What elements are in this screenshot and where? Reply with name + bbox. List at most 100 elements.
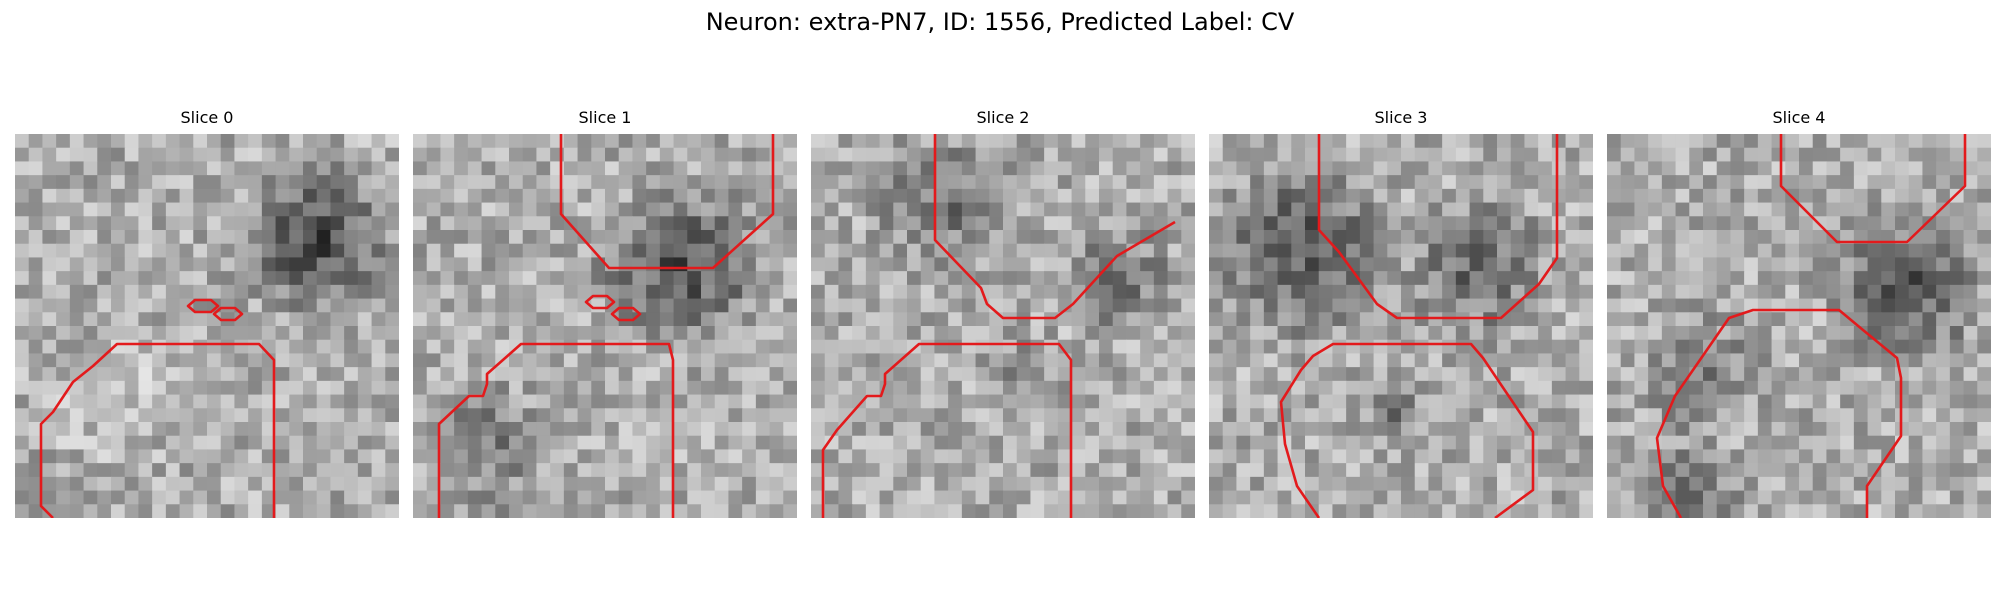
pixel-cell (1099, 284, 1114, 300)
pixel-cell (385, 161, 399, 176)
pixel-cell (1140, 490, 1155, 505)
pixel-cell (97, 504, 112, 518)
pixel-cell (1826, 422, 1841, 437)
pixel-cell (755, 312, 771, 327)
pixel-cell (1250, 490, 1265, 505)
pixel-cell (357, 147, 373, 163)
pixel-cell (1675, 353, 1690, 368)
pixel-cell (1744, 147, 1759, 163)
pixel-cell (1607, 161, 1622, 176)
pixel-cell (1963, 284, 1978, 300)
pixel-cell (550, 134, 565, 149)
pixel-cell (811, 188, 826, 204)
pixel-cell (1346, 394, 1361, 409)
pixel-cell (1757, 380, 1773, 396)
pixel-cell (1565, 161, 1580, 176)
pixel-cell (413, 284, 428, 300)
pixel-cell (385, 188, 399, 204)
pixel-cell (1099, 476, 1114, 492)
pixel-cell (413, 449, 428, 464)
pixel-cell (248, 312, 263, 327)
pixel-cell (69, 188, 85, 204)
pixel-cell (605, 422, 620, 437)
pixel-cell (701, 435, 716, 451)
pixel-cell (1455, 216, 1471, 231)
pixel-cell (550, 504, 565, 518)
pixel-cell (454, 243, 469, 259)
pixel-cell (303, 367, 318, 382)
pixel-cell (289, 339, 304, 355)
pixel-cell (1112, 175, 1128, 190)
pixel-cell (591, 134, 606, 149)
pixel-cell (509, 202, 524, 217)
pixel-cell (1661, 202, 1677, 217)
pixel-cell (1153, 243, 1169, 259)
pixel-cell (755, 463, 771, 478)
pixel-cell (1140, 134, 1155, 149)
pixel-cell (1634, 504, 1649, 518)
pixel-cell (1209, 243, 1224, 259)
pixel-cell (152, 134, 167, 149)
pixel-cell (179, 134, 194, 149)
pixel-cell (1209, 408, 1224, 423)
pixel-cell (303, 422, 318, 437)
pixel-cell (344, 367, 359, 382)
pixel-cell (1483, 257, 1498, 272)
pixel-cell (1359, 312, 1375, 327)
pixel-cell (961, 463, 977, 478)
pixel-cell (1565, 243, 1580, 259)
pixel-cell (1812, 394, 1828, 409)
pixel-cell (522, 326, 538, 341)
pixel-cell (646, 394, 661, 409)
pixel-cell (1236, 394, 1251, 409)
pixel-cell (1716, 339, 1732, 355)
pixel-cell (742, 408, 757, 423)
pixel-cell (1799, 380, 1814, 396)
pixel-cell (536, 271, 551, 286)
pixel-cell (1977, 408, 1991, 423)
pixel-cell (1716, 161, 1732, 176)
pixel-cell (1359, 271, 1375, 286)
pixel-cell (1510, 422, 1526, 437)
pixel-cell (1867, 147, 1882, 163)
pixel-cell (536, 380, 551, 396)
pixel-cell (934, 230, 949, 245)
pixel-cell (1250, 202, 1265, 217)
pixel-cell (1757, 408, 1773, 423)
pixel-cell (357, 326, 373, 341)
pixel-cell (344, 161, 359, 176)
pixel-cell (316, 298, 332, 313)
pixel-cell (1222, 202, 1238, 217)
pixel-cell (1497, 134, 1512, 149)
pixel-cell (138, 408, 153, 423)
pixel-cell (1812, 326, 1828, 341)
pixel-cell (605, 463, 620, 478)
pixel-cell (220, 380, 236, 396)
pixel-cell (97, 339, 112, 355)
pixel-cell (1250, 147, 1265, 163)
pixel-cell (1222, 504, 1238, 518)
pixel-cell (138, 380, 153, 396)
pixel-cell (1291, 230, 1306, 245)
pixel-cell (1277, 367, 1292, 382)
pixel-cell (138, 216, 153, 231)
pixel-cell (1030, 504, 1045, 518)
pixel-cell (165, 476, 181, 492)
pixel-cell (1524, 161, 1539, 176)
pixel-cell (1634, 490, 1649, 505)
pixel-cell (1003, 312, 1018, 327)
pixel-cell (1689, 476, 1704, 492)
pixel-cell (920, 449, 936, 464)
pixel-cell (1675, 435, 1690, 451)
neuron-outline (437, 134, 775, 518)
pixel-cell (1689, 449, 1704, 464)
pixel-cell (1936, 312, 1951, 327)
pixel-cell (316, 367, 332, 382)
pixel-cell (659, 353, 675, 368)
pixel-cell (179, 435, 194, 451)
pixel-cell (1716, 243, 1732, 259)
pixel-cell (1703, 216, 1718, 231)
pixel-cell (495, 312, 510, 327)
pixel-cell (1689, 463, 1704, 478)
pixel-cell (920, 408, 936, 423)
